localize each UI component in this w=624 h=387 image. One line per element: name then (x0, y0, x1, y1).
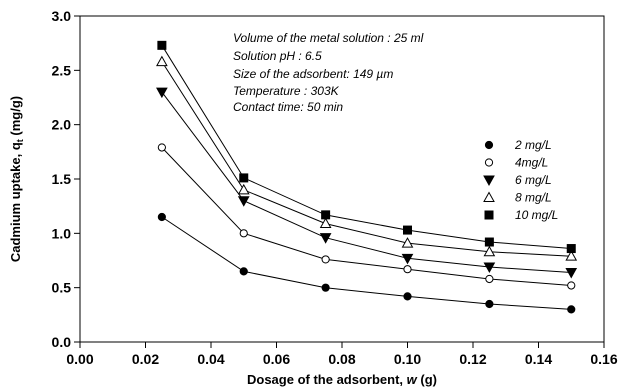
data-point-series-0 (321, 283, 330, 292)
data-point-series-3 (319, 217, 332, 229)
x-tick-label: 0.16 (590, 351, 617, 367)
data-point-series-3 (401, 237, 414, 248)
data-point-series-2 (156, 87, 168, 99)
annotation-size: Size of the adsorbent: 149 µm (233, 67, 393, 81)
y-tick-label: 2.0 (52, 117, 72, 133)
y-tick-label: 0.0 (52, 334, 72, 350)
data-point-series-1 (321, 255, 330, 264)
x-tick-label: 0.02 (132, 351, 159, 367)
y-axis-title: Cadmium uptake, qt (mg/g) (8, 96, 25, 262)
x-tick-label: 0.14 (525, 351, 552, 367)
x-tick-label: 0.04 (197, 351, 224, 367)
legend-label-2: 6 mg/L (515, 173, 552, 187)
legend-label-3: 8 mg/L (515, 191, 552, 205)
legend: 2 mg/L 4mg/L 6 mg/L 8 mg/L 10 mg/L (483, 138, 558, 222)
data-point-series-1 (567, 281, 576, 290)
data-point-series-2 (237, 196, 250, 207)
annotation-temperature: Temperature : 303K (233, 84, 340, 98)
series-line-3 (161, 61, 572, 257)
y-tick-label: 1.5 (52, 171, 72, 187)
data-point-series-3 (156, 55, 168, 67)
y-tick-label: 3.0 (52, 8, 72, 24)
data-point-series-0 (485, 299, 494, 309)
annotation-contact-time: Contact time: 50 min (233, 100, 343, 114)
annotation-block: Volume of the metal solution : 25 ml Sol… (233, 31, 424, 114)
annotation-ph: Solution pH : 6.5 (233, 49, 322, 63)
legend-marker-1 (484, 158, 494, 167)
data-point-series-1 (403, 265, 412, 274)
x-tick-label: 0.10 (394, 351, 421, 367)
legend-marker-0 (484, 140, 494, 150)
series-lines (161, 45, 572, 310)
annotation-volume: Volume of the metal solution : 25 ml (233, 31, 424, 45)
data-point-series-2 (401, 253, 414, 265)
data-point-series-0 (567, 305, 576, 314)
data-point-series-1 (157, 143, 166, 152)
legend-marker-3 (483, 191, 495, 202)
x-tick-label: 0.12 (459, 351, 486, 367)
legend-marker-4 (484, 210, 494, 220)
data-point-series-4 (239, 173, 249, 183)
y-tick-label: 2.5 (52, 62, 72, 78)
data-point-series-0 (157, 212, 166, 222)
legend-label-4: 10 mg/L (515, 208, 558, 222)
series-line-0 (161, 216, 572, 310)
series-line-2 (161, 91, 572, 273)
series-line-4 (161, 45, 572, 249)
y-tick-label: 1.0 (52, 225, 72, 241)
data-point-series-4 (321, 210, 331, 220)
data-point-series-2 (565, 267, 578, 279)
data-point-series-4 (566, 244, 576, 254)
axis-ticks: 0.00 0.02 0.04 0.06 0.08 0.10 0.12 0.14 0.16 0.0 0… (52, 8, 618, 367)
data-point-series-3 (483, 245, 496, 257)
x-tick-label: 0.06 (263, 351, 290, 367)
y-tick-label: 0.5 (52, 280, 72, 296)
data-point-series-3 (565, 250, 578, 261)
x-tick-label: 0.08 (328, 351, 355, 367)
data-point-series-1 (485, 274, 494, 284)
x-tick-label: 0.00 (66, 351, 93, 367)
data-point-series-3 (237, 183, 250, 195)
data-point-series-4 (484, 237, 494, 247)
data-point-series-2 (319, 233, 332, 244)
data-point-series-4 (403, 225, 412, 235)
x-axis-title: Dosage of the adsorbent, w (g) (247, 372, 437, 387)
data-point-series-4 (157, 40, 167, 50)
series-markers (156, 40, 578, 314)
legend-label-1: 4mg/L (515, 156, 548, 170)
data-point-series-1 (239, 229, 248, 238)
legend-label-0: 2 mg/L (514, 138, 552, 152)
data-point-series-0 (239, 267, 248, 276)
data-point-series-0 (403, 292, 412, 301)
data-point-series-2 (483, 262, 496, 274)
series-line-1 (161, 147, 572, 286)
legend-marker-2 (483, 175, 495, 187)
